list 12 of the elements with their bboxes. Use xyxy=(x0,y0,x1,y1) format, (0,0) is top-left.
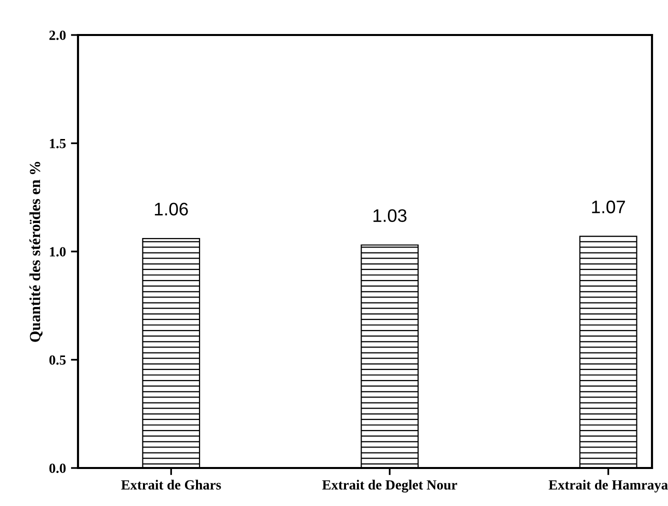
x-tick-label: Extrait de Ghars xyxy=(121,480,221,490)
y-tick-label: 2.0 xyxy=(49,30,66,40)
y-tick-label: 0.0 xyxy=(49,464,66,474)
y-tick-label: 1.5 xyxy=(50,138,66,148)
y-axis-title: Quantité des stéroïdes en % xyxy=(29,162,42,342)
y-tick-label: 1.0 xyxy=(50,247,66,257)
x-tick-label: Extrait de Hamraya xyxy=(548,480,668,492)
data-label: 1.06 xyxy=(154,202,188,216)
y-tick-label: 0.5 xyxy=(49,355,66,365)
data-label: 1.03 xyxy=(374,209,406,222)
data-label: 1.07 xyxy=(592,200,625,214)
x-tick-label: Extrait de Deglet Nour xyxy=(322,480,458,493)
